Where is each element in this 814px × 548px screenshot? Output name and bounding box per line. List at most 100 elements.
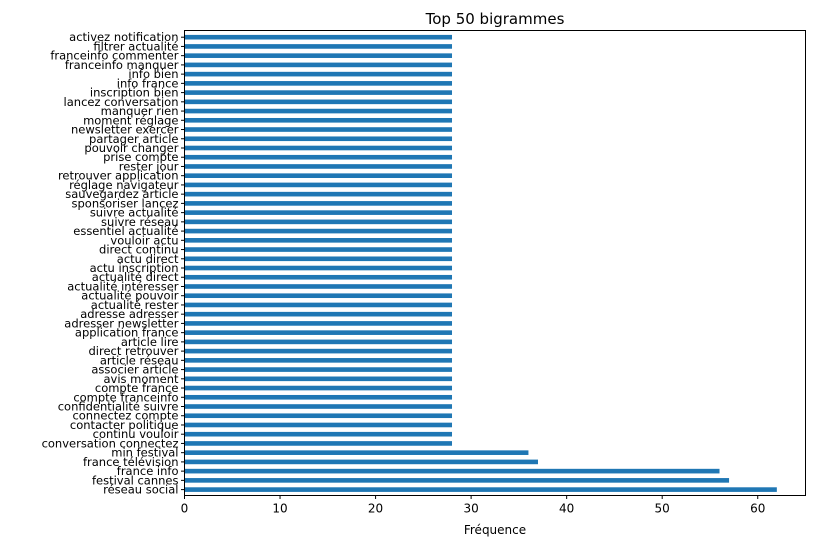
- y-tick-label: partager article: [89, 132, 178, 146]
- y-tick-label: connectez compte: [72, 409, 178, 423]
- bar: [184, 34, 453, 40]
- bar: [184, 293, 453, 299]
- bar: [184, 247, 453, 252]
- bar: [184, 376, 453, 382]
- x-tick-label: 60: [750, 502, 765, 516]
- bar: [184, 478, 730, 483]
- x-tick-label: 0: [181, 502, 189, 516]
- y-tick-label: moment réglage: [83, 113, 178, 127]
- bar: [184, 71, 453, 77]
- bar: [184, 422, 453, 428]
- bar: [184, 321, 453, 326]
- plot-frame: [184, 30, 806, 496]
- y-tick-label: application france: [75, 326, 179, 340]
- y-tick-label: confidentialité suivre: [58, 400, 179, 414]
- y-tick-label: actualité pouvoir: [81, 289, 179, 303]
- bar: [184, 385, 453, 391]
- bar: [184, 44, 453, 49]
- bar: [184, 164, 453, 169]
- bar: [184, 404, 453, 409]
- y-tick-label: réglage navigateur: [69, 178, 179, 192]
- bar: [184, 210, 453, 215]
- bar: [184, 413, 453, 419]
- bar: [184, 284, 453, 289]
- bar: [184, 238, 453, 243]
- y-tick-label: suivre réseau: [101, 215, 178, 229]
- bar: [184, 53, 453, 58]
- bar: [184, 431, 453, 437]
- x-ticks: 0 10 20 30 40 50 60: [181, 495, 765, 516]
- bar: [184, 348, 453, 354]
- bar: [184, 302, 453, 308]
- x-axis-label: Fréquence: [464, 523, 526, 537]
- bar: [184, 256, 453, 262]
- y-tick-label: article réseau: [100, 353, 179, 367]
- bar: [184, 154, 453, 160]
- y-tick-label: essentiel actualité: [73, 224, 178, 238]
- y-tick-label: direct retrouver: [88, 344, 178, 358]
- y-tick-label: article lire: [121, 335, 179, 349]
- y-tick-label: adresse adresser: [80, 307, 179, 321]
- bar: [184, 108, 453, 114]
- y-tick-label: info bien: [128, 67, 178, 81]
- x-tick-label: 30: [463, 502, 478, 516]
- bar: [184, 182, 453, 188]
- x-tick-label: 20: [368, 502, 383, 516]
- y-tick-label: direct continu: [99, 243, 178, 257]
- y-tick-label: actualité direct: [92, 270, 179, 284]
- y-tick-label: associer article: [91, 363, 178, 377]
- y-tick-label: lancez conversation: [64, 95, 179, 109]
- y-tick-label: sauvegardez article: [65, 187, 178, 201]
- bar: [184, 487, 777, 492]
- y-tick-label: manquer rien: [101, 104, 179, 118]
- y-tick-label: france info: [117, 464, 179, 478]
- bar: [184, 127, 453, 132]
- bar: [184, 81, 453, 86]
- y-tick-label: actu direct: [117, 252, 179, 266]
- y-tick-label: actu inscription: [90, 261, 179, 275]
- bar: [184, 468, 720, 474]
- y-tick-label: festival cannes: [92, 473, 179, 487]
- y-tick-label: vouloir actu: [110, 233, 178, 247]
- y-tick-label: compte franceinfo: [73, 390, 178, 404]
- bar: [184, 265, 453, 271]
- bar: [184, 145, 453, 151]
- bar: [184, 450, 529, 455]
- bar: [184, 117, 453, 123]
- bar: [184, 358, 453, 363]
- bar: [184, 191, 453, 197]
- y-tick-label: actualité rester: [91, 298, 179, 312]
- y-tick-label: prise compte: [103, 150, 178, 164]
- bar: [184, 173, 453, 178]
- y-tick-label: newsletter exercer: [71, 123, 179, 137]
- y-tick-label: pouvoir changer: [84, 141, 178, 155]
- y-tick-label: activez notification: [69, 30, 178, 44]
- y-tick-label: compte france: [95, 381, 179, 395]
- y-tick-label: min festival: [111, 446, 178, 460]
- y-tick-label: inscription bien: [90, 86, 179, 100]
- bar: [184, 330, 453, 335]
- y-tick-label: retrouver application: [58, 169, 179, 183]
- bar: [184, 441, 453, 446]
- bar: [184, 459, 538, 465]
- y-tick-label: filtrer actualité: [93, 39, 178, 53]
- bar: [184, 219, 453, 225]
- y-tick-label: sponsoriser lancez: [72, 196, 179, 210]
- y-tick-label: franceinfo commenter: [50, 49, 178, 63]
- y-tick-label: adresser newsletter: [64, 316, 178, 330]
- y-tick-label: contacter politique: [70, 418, 179, 432]
- bar: [184, 228, 453, 234]
- bar: [184, 339, 453, 345]
- x-tick-label: 40: [559, 502, 574, 516]
- bar: [184, 62, 453, 68]
- y-tick-label: franceinfo manquer: [65, 58, 179, 72]
- bar: [184, 311, 453, 317]
- bar: [184, 99, 453, 105]
- bar: [184, 201, 453, 206]
- y-tick-label: conversation connectez: [42, 436, 179, 450]
- bar: [184, 90, 453, 95]
- bars-group: [184, 34, 777, 492]
- y-tick-label: suivre actualité: [90, 206, 179, 220]
